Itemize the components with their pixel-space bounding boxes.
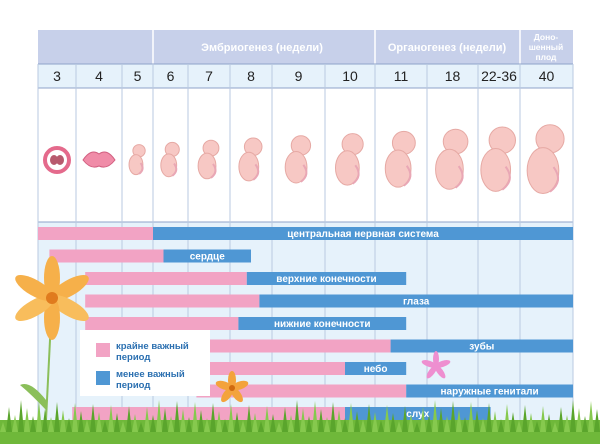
less-critical-period-bar — [345, 362, 407, 375]
less-critical-period-bar — [406, 384, 573, 398]
fullterm-header-line3: плод — [536, 52, 558, 62]
less-critical-period-bar — [153, 227, 573, 240]
less-critical-period-bar — [390, 339, 573, 353]
legend-less-swatch — [96, 371, 110, 385]
critical-period-bar — [49, 249, 164, 263]
week-label: 6 — [167, 68, 175, 84]
week-label: 18 — [445, 68, 461, 84]
header-band — [38, 30, 573, 64]
legend-less-line2: период — [116, 380, 150, 391]
week-label: 8 — [247, 68, 255, 84]
grass-decoration — [0, 400, 600, 444]
flower-decoration — [15, 256, 451, 421]
week-label: 10 — [342, 68, 358, 84]
legend-critical-line1: крайне важный — [116, 341, 189, 352]
less-critical-period-bar — [238, 317, 407, 330]
legend-critical-swatch — [96, 343, 110, 357]
critical-period-bar — [72, 407, 345, 420]
critical-period-bar — [85, 272, 247, 285]
legend-critical-line2: период — [116, 352, 150, 363]
embryo-figure — [82, 151, 116, 168]
week-label: 9 — [295, 68, 303, 84]
organ-label: зубы — [469, 341, 494, 353]
organ-label: сердце — [190, 252, 225, 263]
week-label: 11 — [394, 68, 409, 84]
organ-label: глаза — [403, 297, 430, 308]
organogenesis-header: Органогенез (недели) — [388, 42, 507, 54]
week-label: 7 — [205, 68, 213, 84]
week-labels: 3 4 5 6 7 8 9 10 11 18 22-36 40 — [53, 68, 554, 84]
critical-period-bar — [85, 317, 239, 330]
embryo-image-row — [38, 88, 573, 222]
legend-less-line1: менее важный — [116, 369, 185, 380]
critical-period-bar — [85, 294, 260, 308]
fullterm-header-line2: шенный — [529, 42, 564, 52]
legend: крайне важный период менее важный период — [80, 330, 210, 396]
less-critical-period-bar — [246, 272, 407, 285]
organ-label: центральная нервная система — [287, 229, 439, 240]
fullterm-header-line1: Доно- — [534, 32, 559, 42]
organ-label: верхние конечности — [276, 274, 376, 285]
embryogenesis-header: Эмбриогенез (недели) — [201, 42, 323, 54]
week-label: 4 — [95, 68, 103, 84]
embryo-illustrations — [43, 124, 565, 194]
organ-label: слух — [406, 409, 429, 420]
week-label: 22-36 — [481, 68, 517, 84]
organ-label: нижние конечности — [274, 319, 371, 330]
organ-label: небо — [364, 363, 388, 375]
organ-label: наружные генитали — [441, 387, 539, 398]
critical-period-bar — [174, 339, 391, 353]
week-label: 40 — [539, 68, 555, 84]
less-critical-period-bar — [259, 294, 573, 308]
critical-period-bar — [174, 362, 345, 375]
less-critical-period-bar — [163, 249, 251, 263]
critical-period-bar — [196, 384, 407, 398]
week-label: 5 — [134, 68, 142, 84]
organ-bars: центральная нервная система сердце верхние… — [38, 227, 573, 420]
critical-period-bar — [38, 227, 153, 240]
week-label: 3 — [53, 68, 61, 84]
